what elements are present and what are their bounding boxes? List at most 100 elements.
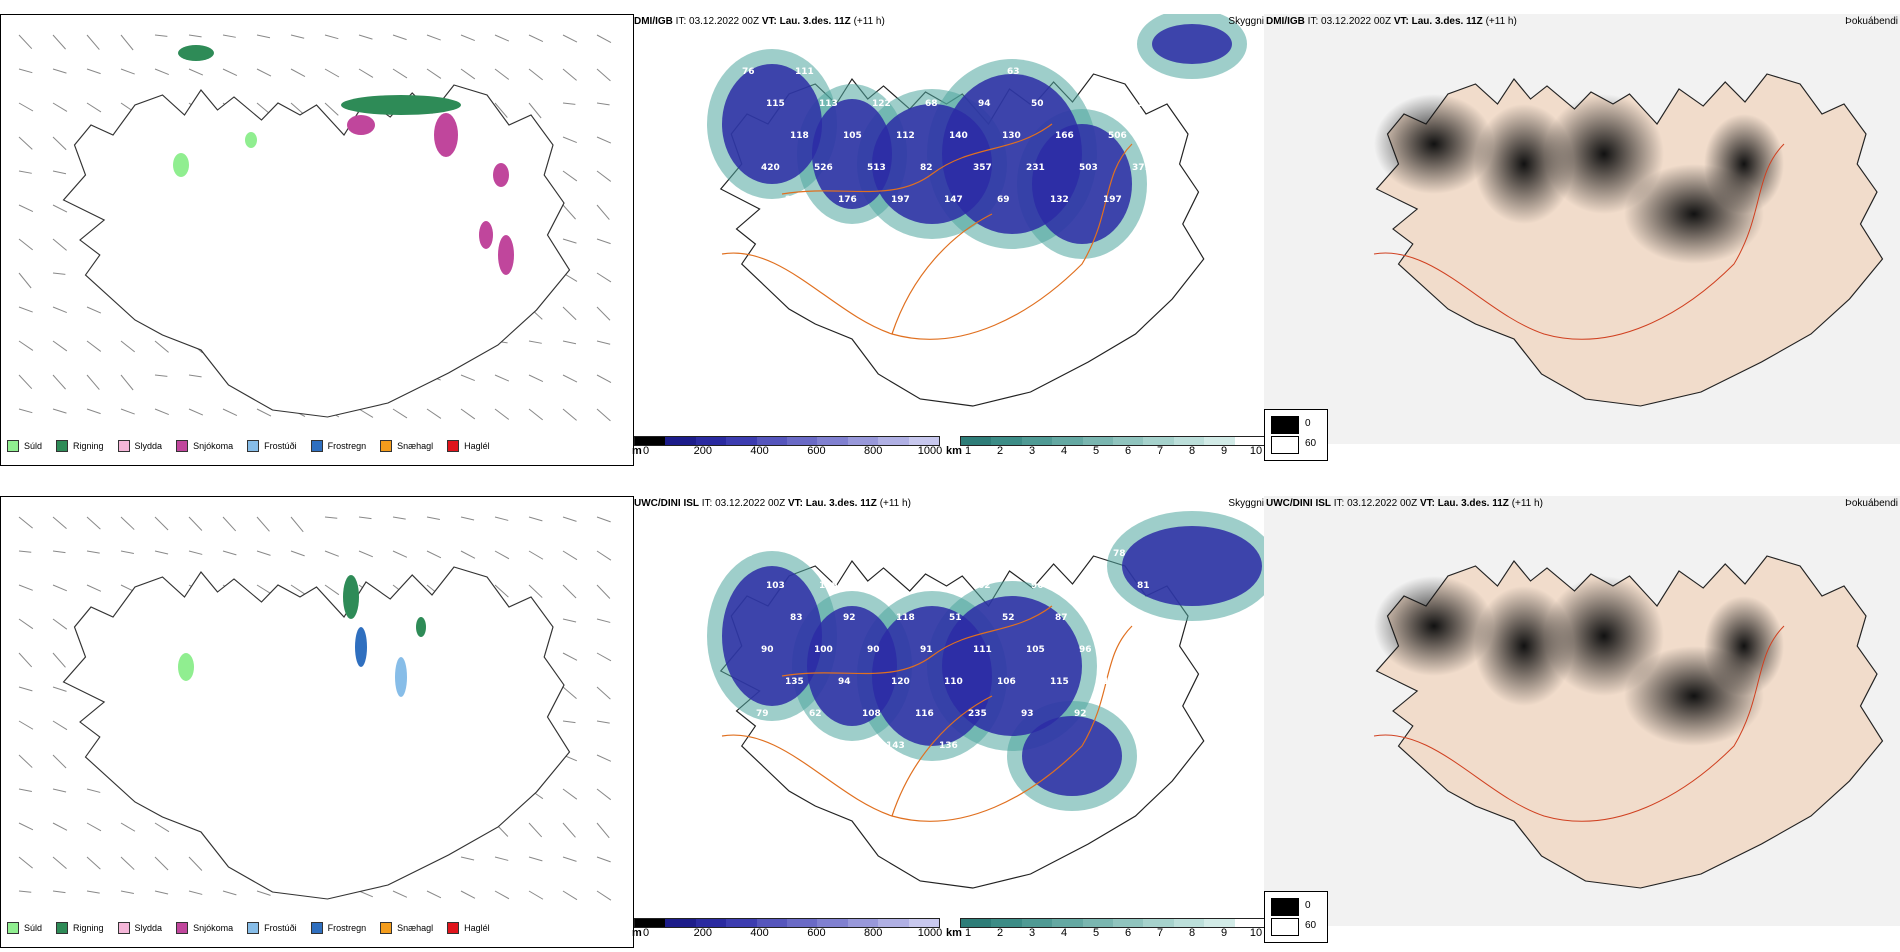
value-label: 183 <box>780 741 799 751</box>
legend-item-súld: Súld <box>7 922 42 934</box>
tick-label: 200 <box>693 927 712 939</box>
value-label: 90 <box>761 645 774 655</box>
panel-title: Skyggni <box>1228 498 1264 509</box>
tick-label: 800 <box>864 445 883 457</box>
value-label: 76 <box>742 67 755 77</box>
cloudbase-ticks: m 0 200 400 600 800 1000 <box>632 445 942 459</box>
fog-legend-swatch <box>1271 918 1299 936</box>
tick-label: 400 <box>750 445 769 457</box>
legend-swatch <box>7 922 19 934</box>
tick-label: 600 <box>807 927 826 939</box>
value-label: 92 <box>1074 709 1087 719</box>
value-label: 96 <box>901 549 914 559</box>
value-label: 92 <box>843 613 856 623</box>
value-label: 91 <box>1113 67 1126 77</box>
value-label: 98 <box>954 67 967 77</box>
precip-area <box>498 235 514 275</box>
value-label: 96 <box>1079 645 1092 655</box>
cloudbase-area <box>942 596 1082 736</box>
cloudbase-unit: m <box>632 927 642 939</box>
precip-area <box>343 575 359 619</box>
precip-area <box>479 221 493 249</box>
fog-legend: 0 60 <box>1264 409 1328 461</box>
fog-map <box>1264 14 1900 444</box>
legend-label: Slydda <box>134 923 163 933</box>
visibility-map: 87 65 123 96 41 94 98 78 103 125 343 46 62 96 82 81 83 92… <box>707 511 1264 889</box>
tick-label: 400 <box>750 927 769 939</box>
tick-label: 2 <box>996 445 1004 457</box>
legend-item-frostregn: Frostregn <box>310 440 366 452</box>
tick-label: 6 <box>1124 927 1132 939</box>
value-label: 82 <box>920 163 933 173</box>
legend-swatch <box>247 922 260 934</box>
legend-item-frostregn: Frostregn <box>310 922 366 934</box>
road-network <box>721 605 1133 822</box>
value-label: 371 <box>1132 163 1151 173</box>
cloudbase-colorbar <box>634 436 940 446</box>
value-label: 82 <box>1084 581 1097 591</box>
value-label: 79 <box>756 709 769 719</box>
iceland-outline <box>62 566 571 900</box>
value-label: 136 <box>939 741 958 751</box>
value-label: 84 <box>1108 613 1121 623</box>
precip-legend: Súld Rigning Slydda Snjókoma Frostúði Frostre… <box>7 922 490 934</box>
value-label: 112 <box>896 131 915 141</box>
legend-item-snjókoma: Snjókoma <box>176 922 233 934</box>
tick-label: 5 <box>1092 445 1100 457</box>
road-network <box>1373 143 1785 340</box>
value-label: 50 <box>1031 99 1044 109</box>
precip-area <box>493 163 509 187</box>
legend-swatch <box>176 440 189 452</box>
value-label: 103 <box>766 581 785 591</box>
value-label: 197 <box>1103 195 1122 205</box>
panel-header: DMI/IGB IT: 03.12.2022 00Z VT: Lau. 3.de… <box>634 16 885 27</box>
value-label: 79 <box>901 67 914 77</box>
value-label: 69 <box>997 195 1010 205</box>
value-label: 63 <box>1007 67 1020 77</box>
tick-label: 9 <box>1220 927 1228 939</box>
value-label: 176 <box>838 195 857 205</box>
value-label: 46 <box>925 581 938 591</box>
legend-swatch <box>117 922 130 934</box>
panel-title: Skyggni <box>1228 16 1264 27</box>
value-label: 100 <box>814 645 833 655</box>
value-label: 91 <box>920 645 933 655</box>
precip-area <box>178 653 194 681</box>
value-label: 87 <box>742 549 755 559</box>
legend-swatch <box>176 922 189 934</box>
legend-swatch <box>447 440 460 452</box>
value-label: 108 <box>862 709 881 719</box>
legend-swatch <box>247 440 260 452</box>
legend-item-súld: Súld <box>7 440 42 452</box>
value-label: 420 <box>761 163 780 173</box>
visibility-ticks: km 1 2 3 4 5 6 7 8 9 10 <box>946 445 1264 459</box>
legend-label: Frostúði <box>264 441 297 451</box>
value-label: 51 <box>949 613 962 623</box>
legend-item-snæhagl: Snæhagl <box>380 922 433 934</box>
tick-label: 5 <box>1092 927 1100 939</box>
value-label: 452 <box>756 227 775 237</box>
legend-item-rigning: Rigning <box>56 440 104 452</box>
tick-label: 1 <box>964 445 972 457</box>
value-label: 93 <box>1021 709 1034 719</box>
iceland-outline <box>62 84 571 418</box>
precip-area <box>416 617 426 637</box>
precip-area <box>347 115 375 135</box>
fog-legend-swatch <box>1271 416 1299 434</box>
tick-label: 200 <box>693 445 712 457</box>
value-label: 87 <box>1055 613 1068 623</box>
value-label: 105 <box>843 131 862 141</box>
tick-label: 8 <box>1188 927 1196 939</box>
tick-label: 600 <box>807 445 826 457</box>
road-network <box>1373 625 1785 822</box>
fog-map <box>1264 496 1900 926</box>
value-label: 98 <box>1060 549 1073 559</box>
value-label: 188 <box>833 741 852 751</box>
legend-item-frostúði: Frostúði <box>247 922 297 934</box>
value-label: 166 <box>1055 131 1074 141</box>
fog-legend-label: 60 <box>1305 438 1317 449</box>
precip-map <box>18 516 612 901</box>
fog-legend-swatch <box>1271 898 1299 916</box>
value-label: 115 <box>1050 677 1069 687</box>
legend-label: Haglél <box>464 441 490 451</box>
